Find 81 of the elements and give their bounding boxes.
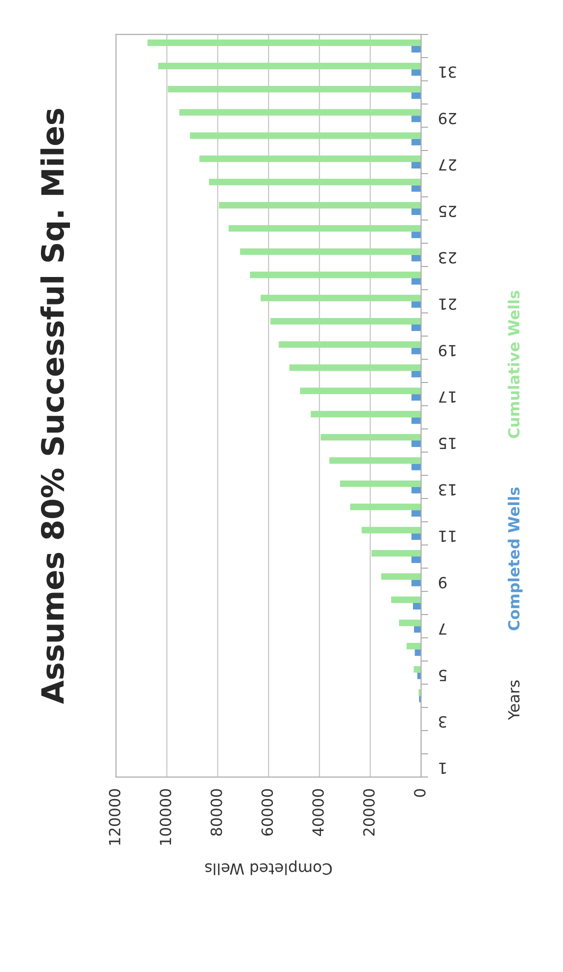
bar	[411, 440, 422, 448]
bar	[158, 62, 422, 70]
bar	[168, 86, 422, 92]
x-tick-label: 80000	[210, 789, 222, 836]
y-tick-label: 21	[439, 298, 456, 310]
x-tick-label: 120000	[108, 789, 120, 845]
bar	[289, 364, 422, 371]
bar	[218, 202, 422, 208]
bar	[414, 666, 422, 673]
bar	[411, 92, 422, 99]
x-tick-label: 100000	[160, 789, 172, 845]
bar	[412, 602, 422, 610]
text: Assumes 80% Successful Sq. Miles	[40, 108, 70, 704]
bar	[411, 533, 422, 540]
x-axis-title: Completed Wells	[205, 860, 332, 876]
bar	[411, 324, 422, 331]
y-tick-label: 23	[439, 252, 456, 264]
bar	[228, 225, 422, 232]
bar	[381, 573, 422, 580]
bar	[391, 596, 422, 603]
bar	[399, 620, 422, 626]
bar	[411, 486, 422, 494]
x-tick-label: 0	[414, 789, 426, 797]
bar	[411, 254, 422, 262]
bar	[411, 417, 422, 424]
bar	[411, 278, 422, 285]
bar	[411, 370, 422, 378]
x-tick-label: 20000	[363, 789, 375, 836]
bar	[278, 341, 422, 348]
bar	[179, 109, 422, 116]
y-tick-label: 11	[439, 530, 456, 542]
x-tick-label: 40000	[312, 789, 324, 836]
bar	[411, 301, 422, 308]
text: Completed Wells	[508, 487, 523, 630]
y-tick-label: 1	[439, 762, 446, 774]
bar	[406, 642, 422, 650]
y-tick-label: 3	[439, 716, 446, 728]
bar	[340, 480, 422, 487]
bar	[411, 232, 422, 238]
y-tick-label: 7	[439, 624, 446, 635]
bar	[411, 69, 422, 76]
bar	[300, 388, 422, 394]
bar	[260, 294, 422, 302]
bar	[320, 434, 422, 441]
bar	[411, 464, 422, 470]
bar	[411, 116, 422, 122]
bar	[411, 348, 422, 354]
bar	[209, 178, 422, 186]
y-tick-label: 25	[439, 206, 456, 218]
y-tick-label: 9	[438, 576, 447, 588]
y-tick-label: 27	[439, 159, 456, 171]
bar	[270, 318, 422, 324]
bar	[411, 580, 422, 586]
y-tick-label: 5	[439, 670, 446, 682]
bar	[411, 510, 422, 517]
bar	[240, 248, 422, 255]
bar	[411, 208, 422, 215]
bar	[190, 132, 422, 139]
bar	[199, 156, 422, 162]
bar	[350, 504, 422, 510]
y-tick-label: 29	[438, 112, 456, 124]
bar	[250, 272, 422, 278]
bar	[411, 394, 422, 401]
bar	[372, 550, 422, 557]
bar	[362, 526, 422, 534]
bar	[411, 556, 422, 564]
x-tick-label: 60000	[261, 789, 273, 836]
bar	[411, 138, 422, 146]
y-axis-title: Years	[508, 680, 520, 720]
y-tick-label: 17	[439, 391, 456, 403]
bar	[411, 162, 422, 169]
bar	[411, 46, 422, 53]
bar	[329, 457, 422, 464]
y-tick-label: 31	[439, 66, 456, 78]
bar	[148, 40, 422, 46]
text: Cumulative Wells	[508, 290, 520, 438]
bar	[310, 410, 422, 418]
bar	[414, 626, 422, 633]
y-tick-label: 19	[438, 344, 456, 356]
y-tick-label: 13	[439, 484, 456, 496]
y-tick-label: 15	[439, 438, 456, 450]
